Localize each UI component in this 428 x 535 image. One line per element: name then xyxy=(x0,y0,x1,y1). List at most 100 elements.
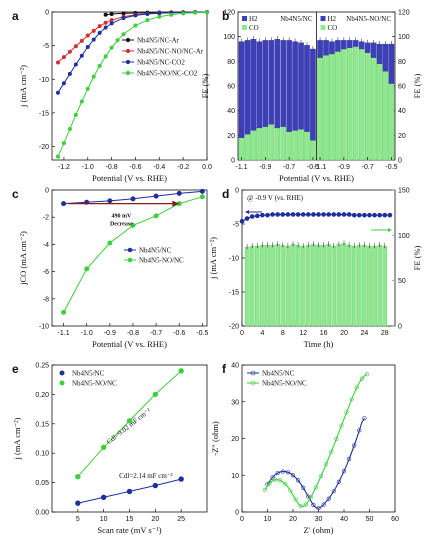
panel-f-point xyxy=(331,488,336,494)
panel-a-point xyxy=(103,20,108,25)
panel-f-point xyxy=(313,485,319,490)
panel-c-point xyxy=(84,266,90,272)
panel-b-subpanel-label: Nb4N5/NC xyxy=(280,15,313,23)
panel-a-point xyxy=(85,86,90,91)
panel-c-legend-label: Nb4N5-NO/NC xyxy=(139,257,184,265)
panel-d-current-point xyxy=(341,212,347,217)
panel-b-bar-co xyxy=(370,57,377,161)
panel-f-point xyxy=(283,481,288,487)
panel-f-point xyxy=(267,480,273,485)
panel-b-y-tick-label: 80 xyxy=(227,59,235,66)
panel-a-y-tick-label: -15 xyxy=(39,110,49,117)
panel-c-x-tick-label: -1.1 xyxy=(58,330,70,337)
panel-b-x-tick-label: -0.5 xyxy=(385,164,397,171)
panel-f-point xyxy=(298,504,303,509)
panel-f-x-tick-label: 50 xyxy=(366,516,374,523)
panel-e-annotation-blue: Cdl=2.14 mF cm⁻² xyxy=(119,472,172,480)
panel-b-x-tick-label: -0.7 xyxy=(362,164,374,171)
panel-f-series-line xyxy=(267,418,365,509)
panel-f-x-tick-label: 60 xyxy=(391,516,399,523)
panel-f-point xyxy=(296,478,301,483)
panel-b-y-tick-label: 0 xyxy=(231,158,235,165)
panel-b-bar-h2 xyxy=(329,41,335,55)
panel-d-y-right-tick-label: 150 xyxy=(398,188,410,195)
panel-b-bar-co xyxy=(364,52,371,161)
panel-c-legend-label: Nb4N5/NC xyxy=(139,247,172,255)
panel-d-current-point xyxy=(387,212,393,218)
panel-f-y-label: -Z″ (ohm) xyxy=(210,421,220,456)
panel-e-point xyxy=(126,418,133,424)
panel-d-fe-bar xyxy=(321,245,326,327)
panel-b-subpanel-label: Nb4N5-NO/NC xyxy=(346,15,391,23)
panel-f-point xyxy=(316,506,321,511)
panel-d-current-point xyxy=(331,212,337,217)
panel-f-point xyxy=(359,376,364,381)
panel-e-x-tick-label: 25 xyxy=(177,516,185,523)
panel-d-y-label-left: j (mA cm⁻²) xyxy=(208,237,218,280)
panel-a-point xyxy=(109,21,114,26)
panel-d-current-point xyxy=(270,212,275,217)
panel-a-x-tick-label: -0.2 xyxy=(177,164,189,171)
panel-d-current-point xyxy=(254,213,260,219)
panel-a-legend-marker xyxy=(125,70,131,76)
panel-d-y-right-tick-label: 50 xyxy=(398,278,406,285)
panel-a-y-tick-label: -5 xyxy=(43,43,49,50)
panel-e-point xyxy=(178,476,184,482)
panel-label-d: d xyxy=(222,187,229,201)
panel-a-legend-label: Nb4N5/NC-NO/NC-Ar xyxy=(137,48,204,56)
panel-a-point xyxy=(133,23,138,28)
panel-b-bar-h2 xyxy=(364,42,371,53)
panel-d-y-label-right: FE (%) xyxy=(412,245,422,270)
panel-c-x-tick-label: -0.5 xyxy=(196,330,208,337)
panel-e-point xyxy=(152,391,159,398)
panel-d-annotation: @ -0.9 V (vs. RHE) xyxy=(247,194,304,202)
panel-c-point xyxy=(153,213,159,219)
panel-a-legend-label: Nb4N5/NC-Ar xyxy=(137,37,180,45)
panel-f-x-tick-label: 30 xyxy=(315,516,323,523)
panel-f-point xyxy=(321,502,326,507)
panel-a-point xyxy=(157,11,162,16)
panel-b-x-tick-label: -0.9 xyxy=(338,164,350,171)
panel-d-current-point xyxy=(372,212,377,218)
panel-f-point xyxy=(344,410,349,415)
panel-e-x-tick-label: 5 xyxy=(76,516,80,523)
panel-b-bar-h2 xyxy=(347,40,353,48)
panel-b-bar-co xyxy=(323,55,329,161)
panel-d-fe-bar xyxy=(260,245,265,327)
panel-d-current-point xyxy=(367,212,372,218)
panel-f-point xyxy=(357,428,362,433)
panel-d-current-point xyxy=(321,212,326,217)
panel-d-current-point xyxy=(280,212,286,217)
panel-c-point xyxy=(130,222,136,228)
panel-a-point xyxy=(145,18,150,23)
panel-c-y-label: jCO (mA cm⁻²) xyxy=(18,231,28,286)
panel-f-point xyxy=(278,478,283,483)
panel-d-current-point xyxy=(265,212,270,218)
panel-b-bar-co xyxy=(388,83,395,161)
panel-a-x-tick-label: 0.0 xyxy=(202,164,212,171)
panel-d-current-point xyxy=(336,212,342,217)
panel-b-bar-h2 xyxy=(262,40,269,127)
panel-f-point xyxy=(318,473,324,479)
panel-d-fe-bar xyxy=(295,245,301,327)
panel-e-annotation-green: Cdl=9.02 mF cm⁻² xyxy=(105,407,152,446)
panel-f-series-line xyxy=(264,373,368,508)
panel-b-legend-co-label: CO xyxy=(249,24,259,32)
panel-e-y-label: j (mA cm⁻²) xyxy=(12,417,22,460)
panel-a-x-tick-label: -1.0 xyxy=(82,164,94,171)
panel-a-point xyxy=(103,25,108,30)
panel-b-right-y-tick-label: 60 xyxy=(398,84,406,91)
panel-c-annotation-bottom: Decrease xyxy=(110,222,133,228)
panel-a-point xyxy=(145,12,150,17)
panel-d-right-arrow-head xyxy=(388,228,392,232)
panel-b-bar-co xyxy=(382,71,389,161)
panel-d-current-point xyxy=(377,212,383,218)
panel-b-bar-co xyxy=(280,126,286,161)
panel-label-c: c xyxy=(12,187,19,201)
panel-d-fe-bar xyxy=(336,244,342,327)
panel-b-y-tick-label: 20 xyxy=(227,133,235,140)
panel-d-fe-bar xyxy=(382,246,388,327)
panel-a-legend-marker xyxy=(125,48,131,54)
panel-b-bar-co xyxy=(317,57,323,161)
